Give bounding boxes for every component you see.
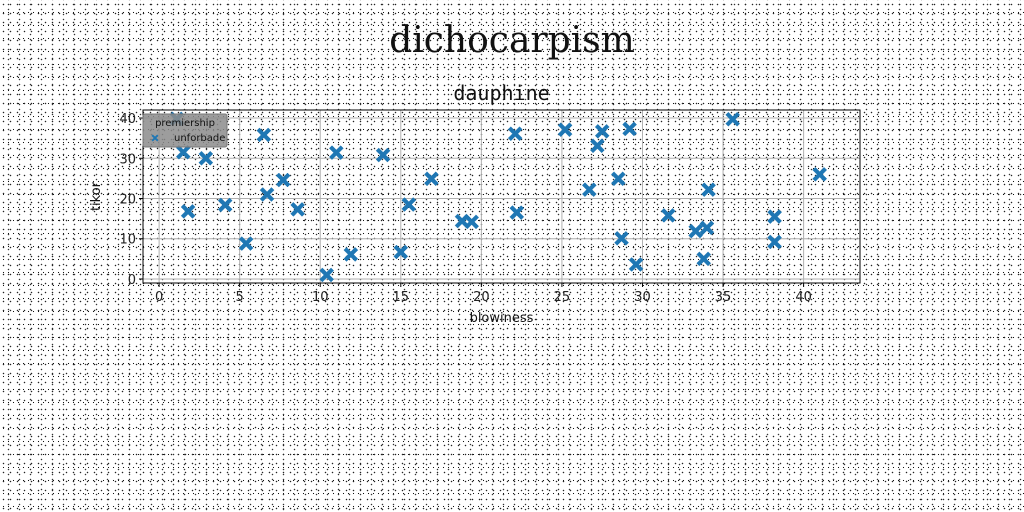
scatter-point [701, 182, 716, 198]
legend-marker-icon [151, 134, 159, 142]
legend: premiership unforbade [142, 113, 228, 148]
scatter-point [688, 223, 704, 239]
x-tick-label: 5 [236, 290, 244, 305]
scatter-point [581, 182, 597, 198]
scatter-point [699, 220, 715, 236]
legend-series-label: unforbade [174, 133, 225, 144]
scatter-point [375, 147, 391, 163]
scatter-point [175, 144, 191, 160]
scatter-point [590, 138, 605, 154]
x-tick-label: 30 [634, 290, 651, 305]
plot-area [142, 109, 861, 284]
legend-title: premiership [155, 118, 215, 129]
x-tick-label: 0 [155, 290, 163, 305]
scatter-point [259, 187, 275, 202]
scatter-point [628, 257, 644, 272]
scatter-point [256, 127, 272, 143]
scatter-point [180, 204, 196, 219]
y-tick-label: 20 [119, 193, 136, 208]
scatter-point [507, 126, 523, 142]
scatter-point [328, 145, 344, 161]
scatter-point [343, 247, 359, 262]
x-tick-label: 40 [795, 290, 812, 305]
scatter-point [594, 123, 610, 139]
figure-suptitle: dichocarpism [389, 20, 635, 61]
y-axis-label: tikor [89, 181, 104, 211]
scatter-point [464, 214, 480, 230]
y-tick-label: 10 [119, 233, 136, 248]
y-axis-ticks: 0 10 20 30 40 [119, 112, 143, 288]
y-tick-label: 0 [128, 273, 136, 288]
scatter-point [217, 197, 233, 213]
grid-lines [143, 110, 860, 283]
scatter-point [401, 197, 417, 212]
scatter-point [812, 167, 828, 182]
scatter-point [622, 121, 637, 137]
scatter-point [238, 236, 254, 251]
scatter-point [557, 122, 573, 138]
y-tick-label: 30 [119, 152, 136, 167]
scatter-point [767, 209, 782, 224]
scatter-point [614, 230, 629, 246]
x-tick-label: 35 [715, 290, 732, 305]
scatter-point [393, 244, 409, 260]
legend-marker [151, 134, 159, 142]
x-tick-label: 15 [393, 290, 410, 305]
x-tick-label: 10 [312, 290, 329, 305]
scatter-points [169, 111, 828, 283]
scatter-point [424, 171, 439, 187]
legend-box [142, 113, 228, 148]
scatter-point [610, 171, 626, 187]
x-tick-label: 20 [473, 290, 490, 305]
scatter-point [725, 111, 741, 127]
x-axis-label: blowiness [470, 311, 534, 326]
x-axis-ticks: 0 5 10 15 20 25 30 35 40 [155, 283, 812, 305]
scatter-point [275, 172, 291, 188]
scatter-point [509, 205, 525, 220]
scatter-point [290, 202, 306, 217]
scatter-point [767, 234, 782, 250]
scatter-point [198, 150, 214, 166]
chart-title: dauphine [453, 81, 549, 105]
x-tick-label: 25 [554, 290, 571, 305]
y-tick-label: 40 [119, 112, 136, 127]
scatter-point [319, 267, 335, 283]
scatter-point [696, 251, 712, 267]
scatter-point [660, 208, 676, 223]
